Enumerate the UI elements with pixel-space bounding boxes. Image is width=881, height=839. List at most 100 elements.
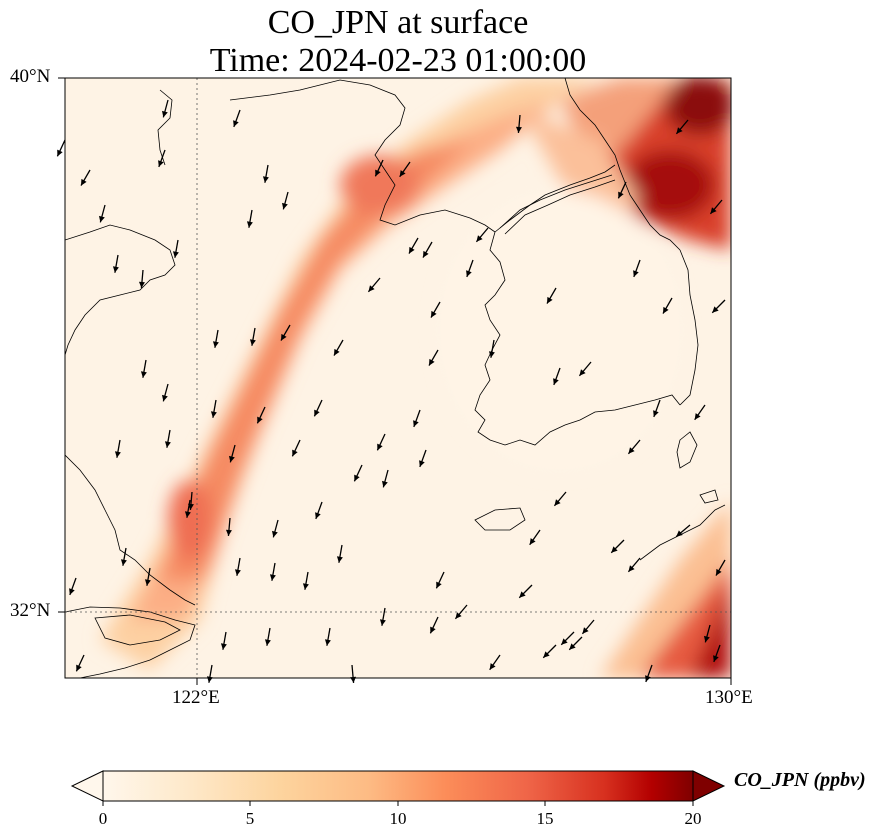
map-tick-marks: [58, 77, 732, 685]
wind-vector-head: [476, 235, 483, 242]
wind-vector-head: [184, 511, 191, 518]
wind-vector-head: [206, 676, 213, 683]
wind-vector-head: [234, 569, 241, 576]
wind-vector-head: [653, 410, 659, 417]
colorbar-max-extend: [692, 770, 726, 802]
lat-tick-40: 40°N: [10, 66, 51, 87]
wind-vector-head: [436, 581, 442, 589]
wind-vector-head: [399, 170, 406, 177]
colorbar-tick-0: 0: [98, 809, 108, 828]
map-title: CO_JPN at surface: [267, 4, 529, 41]
wind-vector-head: [547, 296, 553, 304]
wind-vector-head: [138, 281, 145, 288]
wind-vector-head: [212, 341, 219, 348]
wind-vector-head: [120, 559, 127, 566]
wind-vector-head: [257, 416, 263, 424]
colorbar-min-extend: [70, 770, 104, 802]
wind-vector-head: [633, 270, 639, 277]
colorbar-tick-20: 20: [684, 809, 702, 828]
wind-vector-head: [423, 250, 429, 258]
wind-vector-head: [57, 149, 63, 157]
colorbar-tick-10: 10: [389, 809, 407, 828]
wind-vector-head: [628, 565, 635, 572]
wind-vector-head: [81, 178, 87, 186]
wind-vector-head: [314, 409, 320, 417]
wind-vector-head: [676, 127, 683, 134]
wind-vector-head: [334, 348, 340, 356]
wind-vector-head: [379, 619, 386, 626]
wind-vector-head: [431, 310, 437, 318]
wind-vector-head: [694, 413, 701, 420]
wind-vector-head: [281, 333, 287, 341]
wind-vector-head: [140, 371, 147, 378]
wind-vector-head: [543, 651, 550, 658]
wind-vector-head: [703, 635, 710, 643]
wind-vector-head: [553, 378, 559, 385]
colorbar-tick-15: 15: [536, 809, 554, 828]
wind-vector-head: [569, 643, 576, 650]
wind-vector-head: [368, 285, 375, 292]
wind-vector-head: [628, 447, 635, 454]
wind-vector-head: [228, 455, 235, 463]
wind-vector-head: [281, 202, 288, 210]
lon-tick-130: 130°E: [705, 687, 753, 708]
wind-vector-head: [375, 169, 381, 177]
map-gridlines: [65, 78, 731, 678]
wind-vector-head: [69, 588, 75, 595]
wind-vector-head: [489, 663, 496, 670]
wind-vector-head: [302, 583, 309, 590]
wind-vector-head: [712, 306, 719, 313]
map-frame: [64, 77, 732, 679]
lon-tick-122: 122°E: [172, 687, 220, 708]
wind-vector-head: [645, 675, 651, 682]
wind-vector-head: [466, 270, 472, 277]
wind-vector-head: [264, 639, 271, 646]
wind-vector-head: [158, 160, 164, 167]
wind-vector-head: [710, 207, 717, 214]
wind-vector-head: [455, 612, 462, 619]
wind-vector-head: [246, 221, 253, 228]
wind-vector-head: [220, 643, 227, 650]
wind-vector-head: [713, 655, 719, 662]
wind-vector-head: [377, 443, 383, 451]
wind-vector-head: [336, 556, 343, 563]
wind-vectors: [56, 99, 726, 683]
colorbar-label: CO_JPN (ppbv): [734, 769, 866, 791]
wind-vector-head: [611, 546, 618, 553]
wind-vector-head: [618, 191, 624, 199]
wind-vector-head: [663, 306, 669, 314]
wind-vector-head: [582, 627, 589, 634]
lat-tick-32: 32°N: [10, 600, 51, 621]
wind-vector-head: [144, 579, 151, 586]
map-subtitle-time: Time: 2024-02-23 01:00:00: [209, 42, 587, 79]
wind-vector-head: [381, 480, 388, 488]
colorbar: [70, 770, 726, 806]
wind-vector-head: [76, 664, 82, 672]
wind-vector-head: [529, 538, 536, 545]
wind-vector-head: [430, 626, 436, 634]
wind-vector-head: [161, 110, 168, 118]
wind-vector-head: [315, 512, 321, 519]
wind-vector-head: [210, 411, 217, 418]
wind-vector-head: [187, 503, 194, 510]
wind-vector-head: [172, 251, 179, 258]
wind-vector-head: [409, 246, 415, 254]
wind-vector-head: [114, 451, 121, 458]
wind-vector-head: [519, 591, 526, 598]
wind-vector-head: [561, 638, 568, 645]
wind-vector-head: [249, 339, 256, 346]
wind-vector-head: [269, 574, 276, 581]
wind-vector-head: [515, 126, 522, 133]
wind-vector-head: [419, 460, 425, 467]
wind-vector-head: [429, 358, 435, 366]
wind-vector-head: [112, 266, 119, 273]
wind-vector-head: [488, 351, 495, 358]
wind-vector-head: [554, 499, 561, 506]
wind-vector-head: [233, 120, 239, 127]
wind-vector-head: [262, 176, 269, 183]
wind-vector-head: [292, 449, 298, 457]
wind-vector-head: [225, 529, 232, 536]
wind-vector-head: [354, 474, 360, 482]
co-concentration-field: [65, 78, 731, 678]
